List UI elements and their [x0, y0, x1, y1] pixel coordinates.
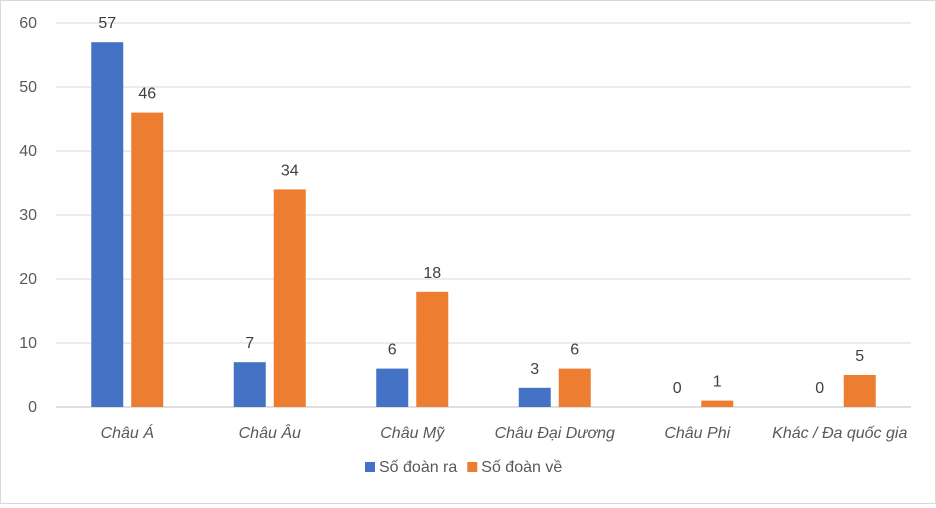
x-tick-label: Khác / Đa quốc gia: [772, 425, 907, 442]
bar: [91, 42, 124, 407]
y-tick-label: 40: [19, 143, 37, 160]
legend-swatch: [365, 462, 375, 472]
bar: [233, 362, 266, 407]
data-label: 6: [570, 342, 579, 359]
bars: [91, 42, 876, 407]
bar: [416, 291, 449, 407]
data-label: 5: [855, 348, 864, 365]
bar: [131, 112, 164, 407]
data-label: 1: [713, 374, 722, 391]
data-label: 3: [530, 361, 539, 378]
bar: [518, 387, 551, 407]
data-label: 7: [245, 335, 254, 352]
data-label: 46: [138, 86, 156, 103]
legend-label: Số đoàn ra: [379, 459, 457, 476]
x-tick-label: Châu Mỹ: [380, 425, 445, 442]
data-label: 18: [423, 265, 441, 282]
data-label: 34: [281, 162, 299, 179]
y-tick-label: 0: [28, 399, 37, 416]
bar: [701, 400, 734, 407]
x-tick-label: Châu Âu: [239, 423, 301, 442]
y-tick-label: 30: [19, 207, 37, 224]
x-tick-label: Châu Á: [101, 423, 154, 442]
data-label: 0: [673, 380, 682, 397]
legend-label: Số đoàn về: [481, 459, 562, 476]
data-labels: 57 46 7 34 6 18 3 6 0 1 0 5: [98, 15, 864, 397]
y-axis-ticks: 0 10 20 30 40 50 60: [19, 15, 37, 416]
y-tick-label: 60: [19, 15, 37, 32]
y-tick-label: 10: [19, 335, 37, 352]
y-tick-label: 50: [19, 79, 37, 96]
data-label: 6: [388, 342, 397, 359]
x-axis-labels: Châu Á Châu Âu Châu Mỹ Châu Đại Dương Châu P…: [101, 423, 908, 442]
legend: Số đoàn ra Số đoàn về: [365, 459, 562, 476]
x-tick-label: Châu Phi: [664, 425, 730, 442]
bar: [376, 368, 409, 407]
bar: [558, 368, 591, 407]
x-tick-label: Châu Đại Dương: [495, 425, 615, 442]
data-label: 0: [815, 380, 824, 397]
gridlines: [56, 22, 911, 408]
bar: [843, 375, 876, 407]
legend-swatch: [467, 462, 478, 472]
y-tick-label: 20: [19, 271, 37, 288]
bar: [273, 189, 306, 407]
data-label: 57: [98, 15, 116, 32]
